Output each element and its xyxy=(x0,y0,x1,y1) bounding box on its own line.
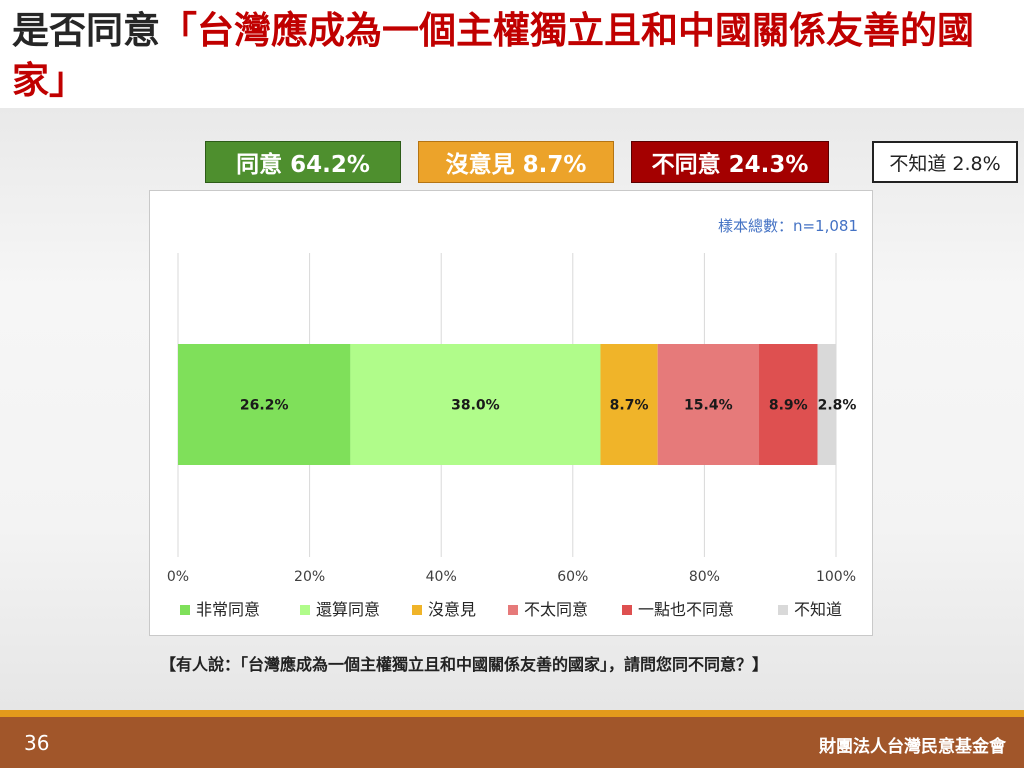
legend-entry: 沒意見 xyxy=(428,600,476,619)
bar-segment xyxy=(759,344,818,465)
legend-entry: 還算同意 xyxy=(316,600,380,619)
data-label: 2.8% xyxy=(818,398,857,414)
title-prefix: 是否同意 xyxy=(12,9,160,52)
x-tick-label: 100% xyxy=(816,569,856,585)
slide-footer: 36 財團法人台灣民意基金會 xyxy=(0,717,1024,768)
bar-segment xyxy=(350,344,601,465)
data-label: 8.9% xyxy=(769,398,808,414)
legend-swatch xyxy=(412,605,422,615)
chart-panel: 樣本總數：n=1,081 0% 20% 40% 60% 80% 100% 26.2% 38.0%… xyxy=(149,190,873,636)
slide-title: 是否同意「台灣應成為一個主權獨立且和中國關係友善的國家」 xyxy=(12,6,1012,106)
summary-disagree-box: 不同意 24.3% xyxy=(631,141,829,183)
legend-swatch xyxy=(622,605,632,615)
x-tick-label: 60% xyxy=(557,569,588,585)
footer-accent-line xyxy=(0,710,1024,717)
sample-size-note: 樣本總數：n=1,081 xyxy=(718,217,858,235)
data-label: 38.0% xyxy=(451,398,500,414)
survey-question: 【有人說：「台灣應成為一個主權獨立且和中國關係友善的國家」，請問您同不同意？】 xyxy=(160,655,769,674)
legend-swatch xyxy=(300,605,310,615)
legend-entry: 一點也不同意 xyxy=(638,600,734,619)
data-label: 26.2% xyxy=(240,398,289,414)
page-number: 36 xyxy=(24,731,50,755)
x-tick-label: 40% xyxy=(426,569,457,585)
stacked-bar-chart: 樣本總數：n=1,081 0% 20% 40% 60% 80% 100% 26.2% 38.0%… xyxy=(167,217,858,619)
legend-swatch xyxy=(778,605,788,615)
bar-segment xyxy=(178,344,351,465)
summary-agree-box: 同意 64.2% xyxy=(205,141,401,183)
summary-unknown-box: 不知道 2.8% xyxy=(872,141,1018,183)
summary-neutral-box: 沒意見 8.7% xyxy=(418,141,614,183)
legend-entry: 不知道 xyxy=(794,600,842,619)
data-label: 8.7% xyxy=(610,398,649,414)
bar-segment xyxy=(657,344,760,465)
x-tick-label: 0% xyxy=(167,569,189,585)
bar-segment xyxy=(600,344,658,465)
data-label: 15.4% xyxy=(684,398,733,414)
x-tick-label: 20% xyxy=(294,569,325,585)
legend-entry: 不太同意 xyxy=(524,600,588,619)
legend-swatch xyxy=(180,605,190,615)
legend-entry: 非常同意 xyxy=(196,600,260,619)
organization-name: 財團法人台灣民意基金會 xyxy=(819,737,1006,757)
bar-segment xyxy=(817,344,836,465)
x-tick-label: 80% xyxy=(689,569,720,585)
slide-header: 是否同意「台灣應成為一個主權獨立且和中國關係友善的國家」 xyxy=(0,0,1024,108)
legend-swatch xyxy=(508,605,518,615)
title-quote: 「台灣應成為一個主權獨立且和中國關係友善的國家」 xyxy=(12,9,974,102)
